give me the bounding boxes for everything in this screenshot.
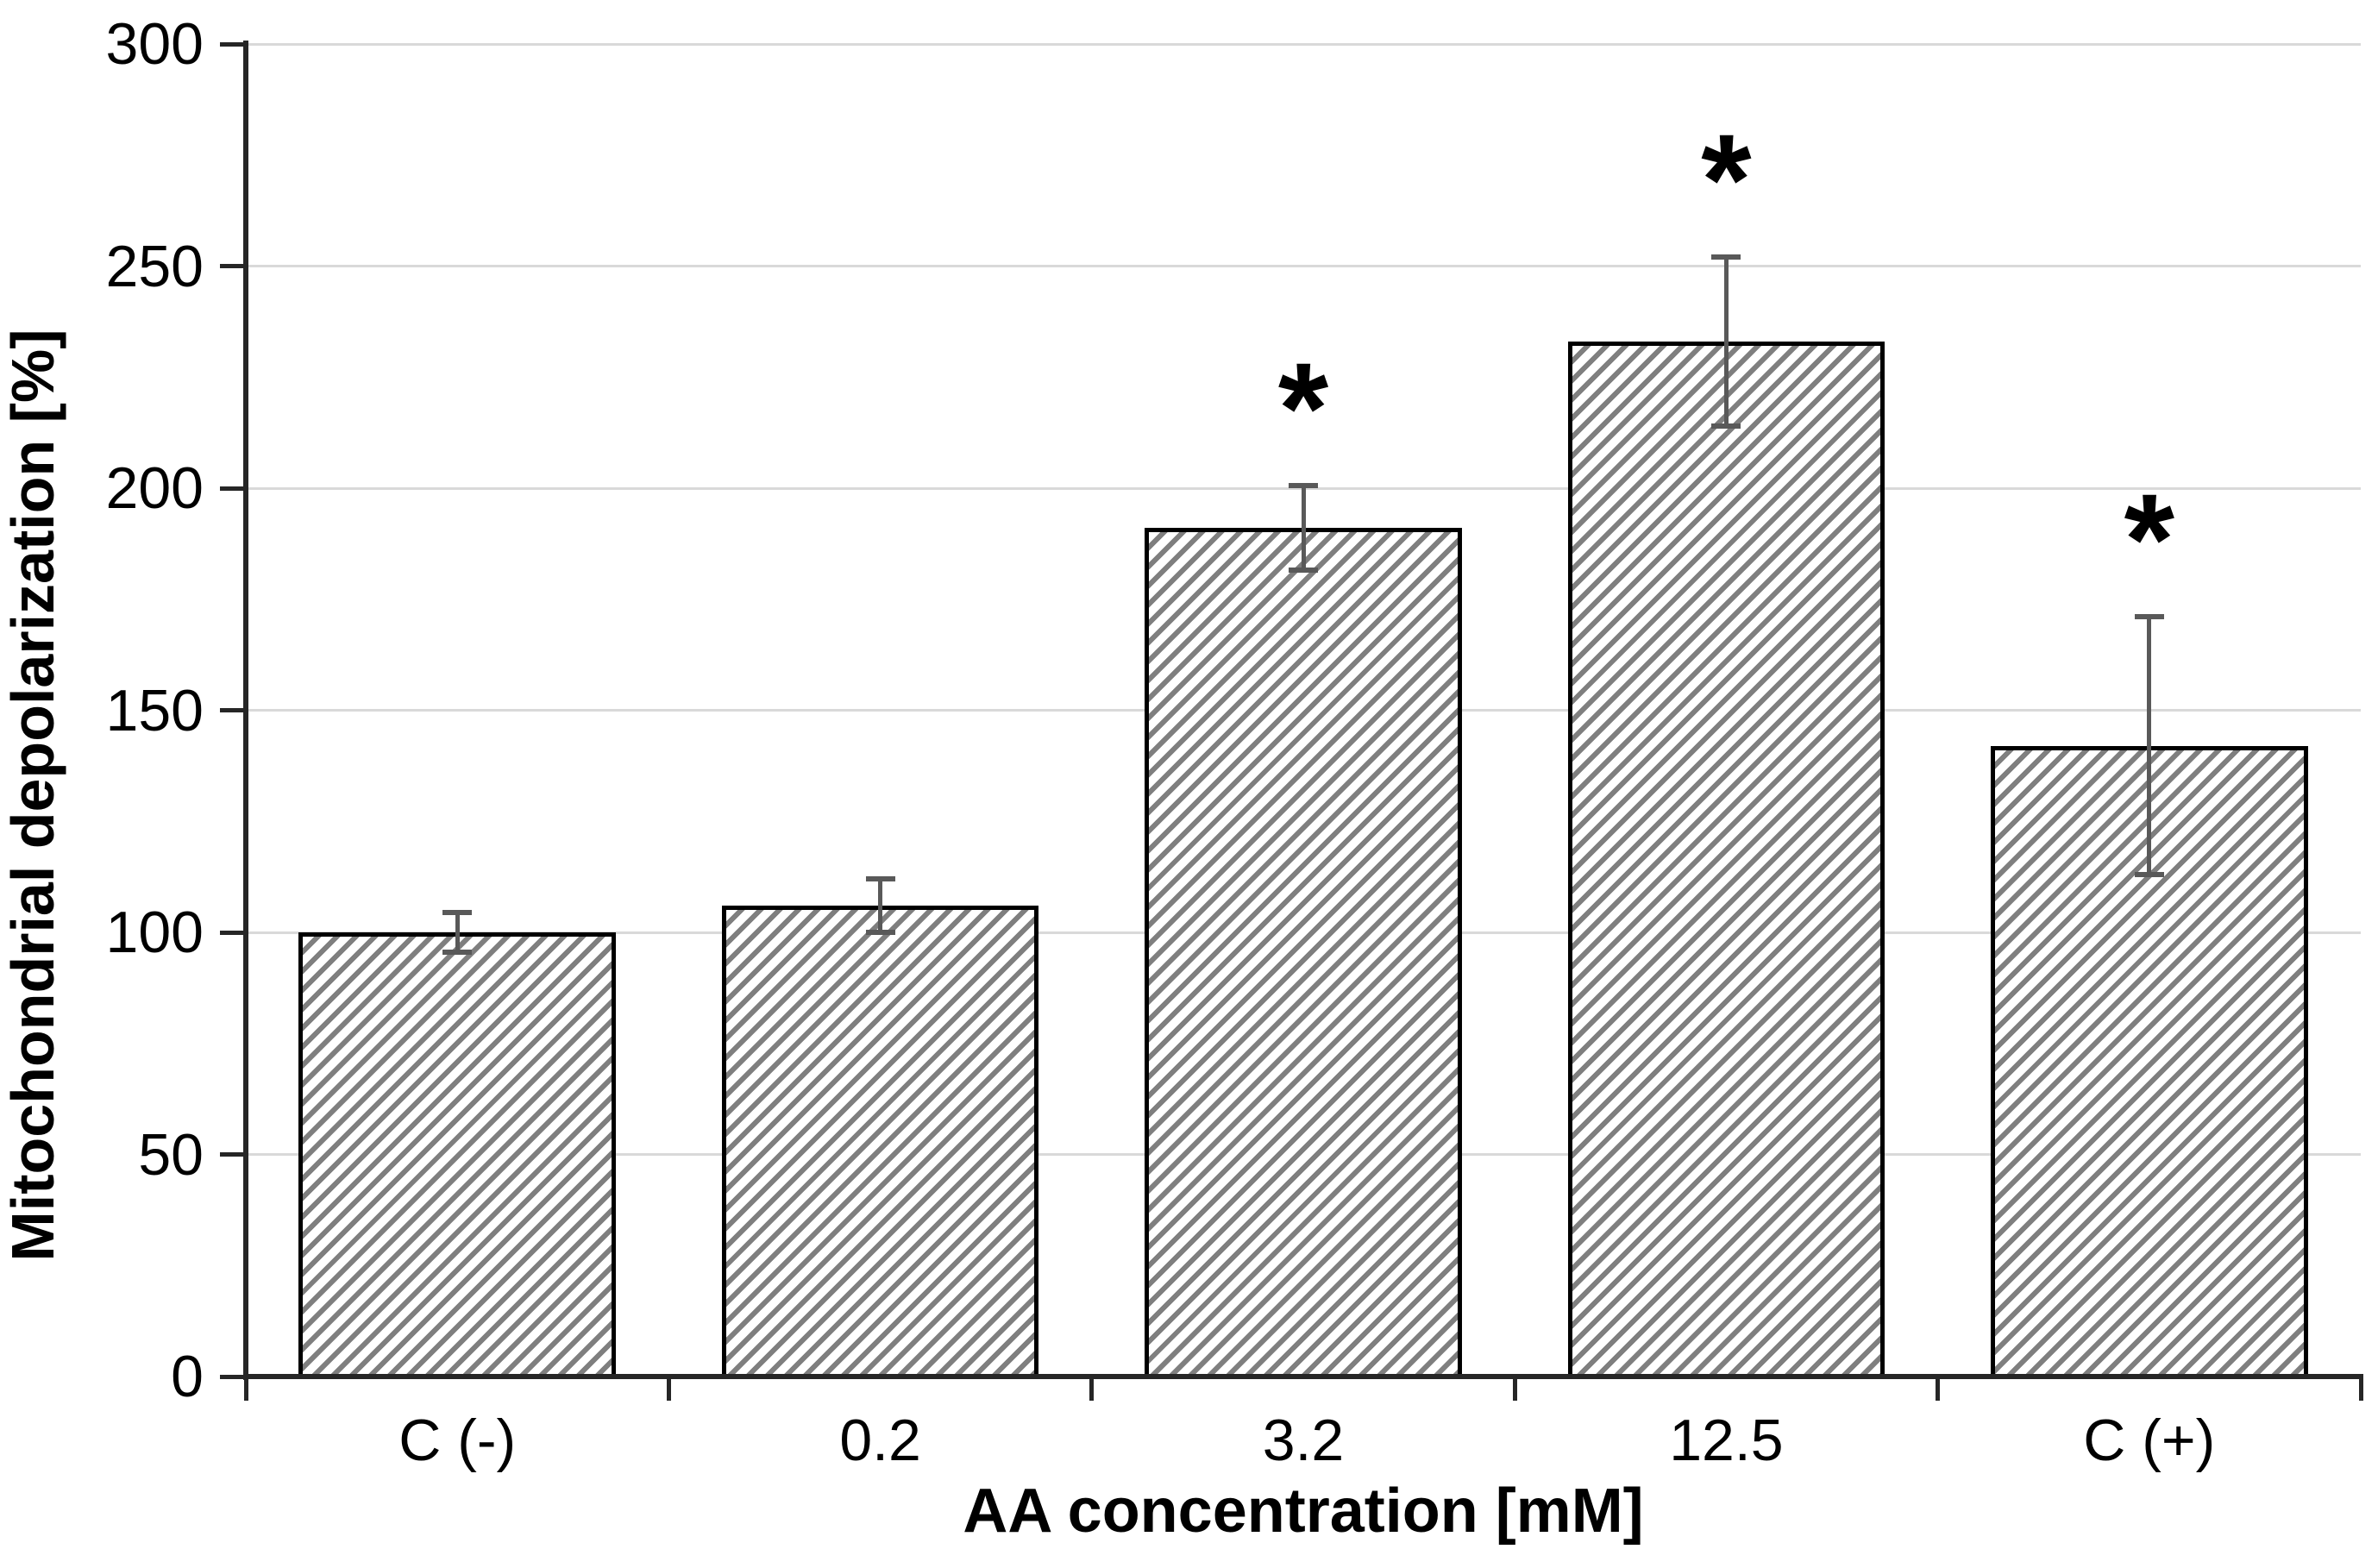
- x-category-label-3.2: 3.2: [1262, 1408, 1345, 1473]
- x-tick-3: [1512, 1377, 1517, 1401]
- bar-3.2: [1145, 528, 1462, 1377]
- gridline-250: [246, 265, 2361, 267]
- error-bar-line-c: [455, 912, 460, 953]
- y-tick-300: [220, 41, 246, 47]
- error-bar-cap-top-12.5: [1711, 254, 1741, 260]
- y-tick-250: [220, 264, 246, 268]
- error-bar-line-12.5: [1723, 257, 1729, 426]
- gridline-300: [246, 42, 2361, 46]
- error-bar-cap-bottom-0.2: [865, 930, 895, 935]
- error-bar-cap-bottom-3.2: [1289, 568, 1318, 574]
- error-bar-cap-top-0.2: [865, 876, 895, 882]
- error-bar-cap-top-c: [2134, 614, 2164, 620]
- plot-area: * * *: [246, 42, 2361, 1377]
- error-bar-cap-bottom-c: [442, 950, 473, 956]
- x-category-label-0.2: 0.2: [839, 1408, 921, 1473]
- error-bar-line-c: [2147, 617, 2152, 875]
- bar-c: [298, 932, 617, 1377]
- x-axis-title: AA concentration [mM]: [963, 1477, 1644, 1546]
- error-bar-line-0.2: [878, 879, 883, 932]
- y-tick-150: [220, 708, 246, 712]
- x-tick-4: [1936, 1377, 1941, 1401]
- x-tick-5: [2358, 1377, 2363, 1401]
- bar-0.2: [721, 906, 1039, 1377]
- x-category-label-12.5: 12.5: [1669, 1408, 1784, 1473]
- x-category-label-c: C (+): [2083, 1408, 2216, 1473]
- significance-asterisk-c: *: [2124, 467, 2174, 612]
- bar-12.5: [1567, 342, 1885, 1377]
- y-tick-50: [220, 1152, 246, 1157]
- y-tick-200: [220, 486, 246, 491]
- error-bar-line-3.2: [1301, 486, 1306, 571]
- y-axis-title: Mitochondrial depolarization [%]: [0, 329, 66, 1262]
- error-bar-cap-top-3.2: [1289, 483, 1318, 489]
- error-bar-cap-bottom-12.5: [1711, 423, 1741, 429]
- significance-asterisk-12.5: *: [1701, 107, 1752, 253]
- error-bar-cap-bottom-c: [2134, 872, 2164, 878]
- x-tick-1: [666, 1377, 671, 1401]
- x-tick-0: [243, 1377, 248, 1401]
- x-tick-2: [1089, 1377, 1095, 1401]
- x-category-label-c: C (-): [398, 1408, 517, 1473]
- y-tick-100: [220, 930, 246, 935]
- error-bar-cap-top-c: [442, 909, 473, 915]
- y-tick-label-300: 300: [105, 11, 204, 77]
- y-tick-0: [220, 1374, 246, 1379]
- significance-asterisk-3.2: *: [1277, 336, 1329, 481]
